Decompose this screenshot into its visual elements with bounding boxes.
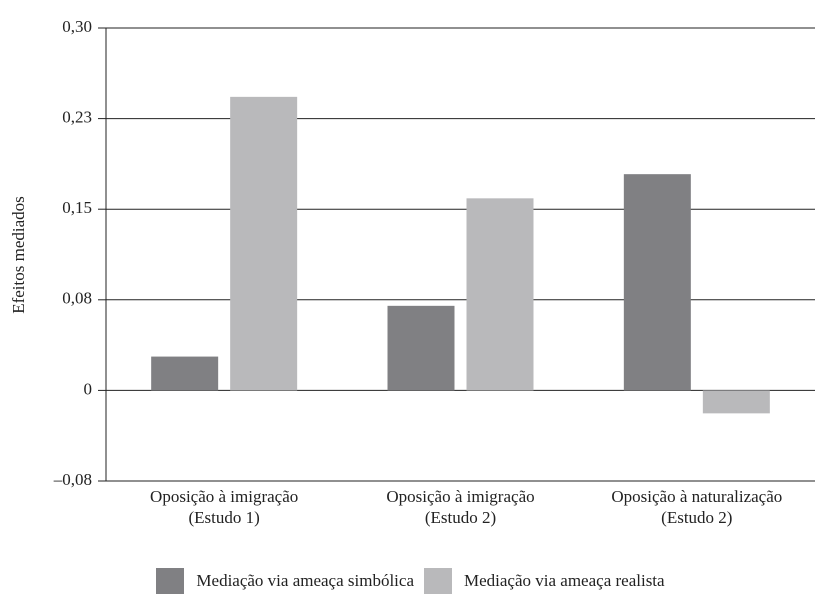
legend-item: Mediação via ameaça realista bbox=[424, 568, 665, 594]
y-tick-label: 0,08 bbox=[62, 289, 92, 308]
y-tick-label: 0,15 bbox=[62, 198, 92, 217]
legend-label: Mediação via ameaça simbólica bbox=[196, 571, 414, 590]
y-tick-label: 0 bbox=[84, 379, 93, 398]
bar bbox=[230, 96, 298, 391]
x-tick-label: Oposição à imigração (Estudo 2) bbox=[386, 487, 535, 527]
y-axis-label: Efeitos mediados bbox=[9, 196, 28, 314]
x-tick-label: Oposição à imigração (Estudo 1) bbox=[150, 487, 299, 527]
bar bbox=[387, 305, 455, 391]
y-tick-label: –0,08 bbox=[53, 470, 92, 489]
legend-swatch bbox=[156, 568, 185, 594]
y-tick-label: 0,30 bbox=[62, 17, 92, 36]
legend-label: Mediação via ameaça realista bbox=[464, 571, 665, 590]
x-tick-label: Oposição à naturalização (Estudo 2) bbox=[611, 487, 783, 527]
legend-swatch bbox=[424, 568, 452, 594]
y-tick-label: 0,23 bbox=[62, 108, 92, 127]
bar bbox=[702, 390, 770, 414]
legend: Mediação via ameaça simbólica Mediação vi… bbox=[0, 568, 821, 594]
legend-item: Mediação via ameaça simbólica bbox=[156, 568, 414, 594]
bar bbox=[151, 356, 219, 391]
bar bbox=[623, 174, 691, 391]
bar bbox=[466, 198, 534, 391]
